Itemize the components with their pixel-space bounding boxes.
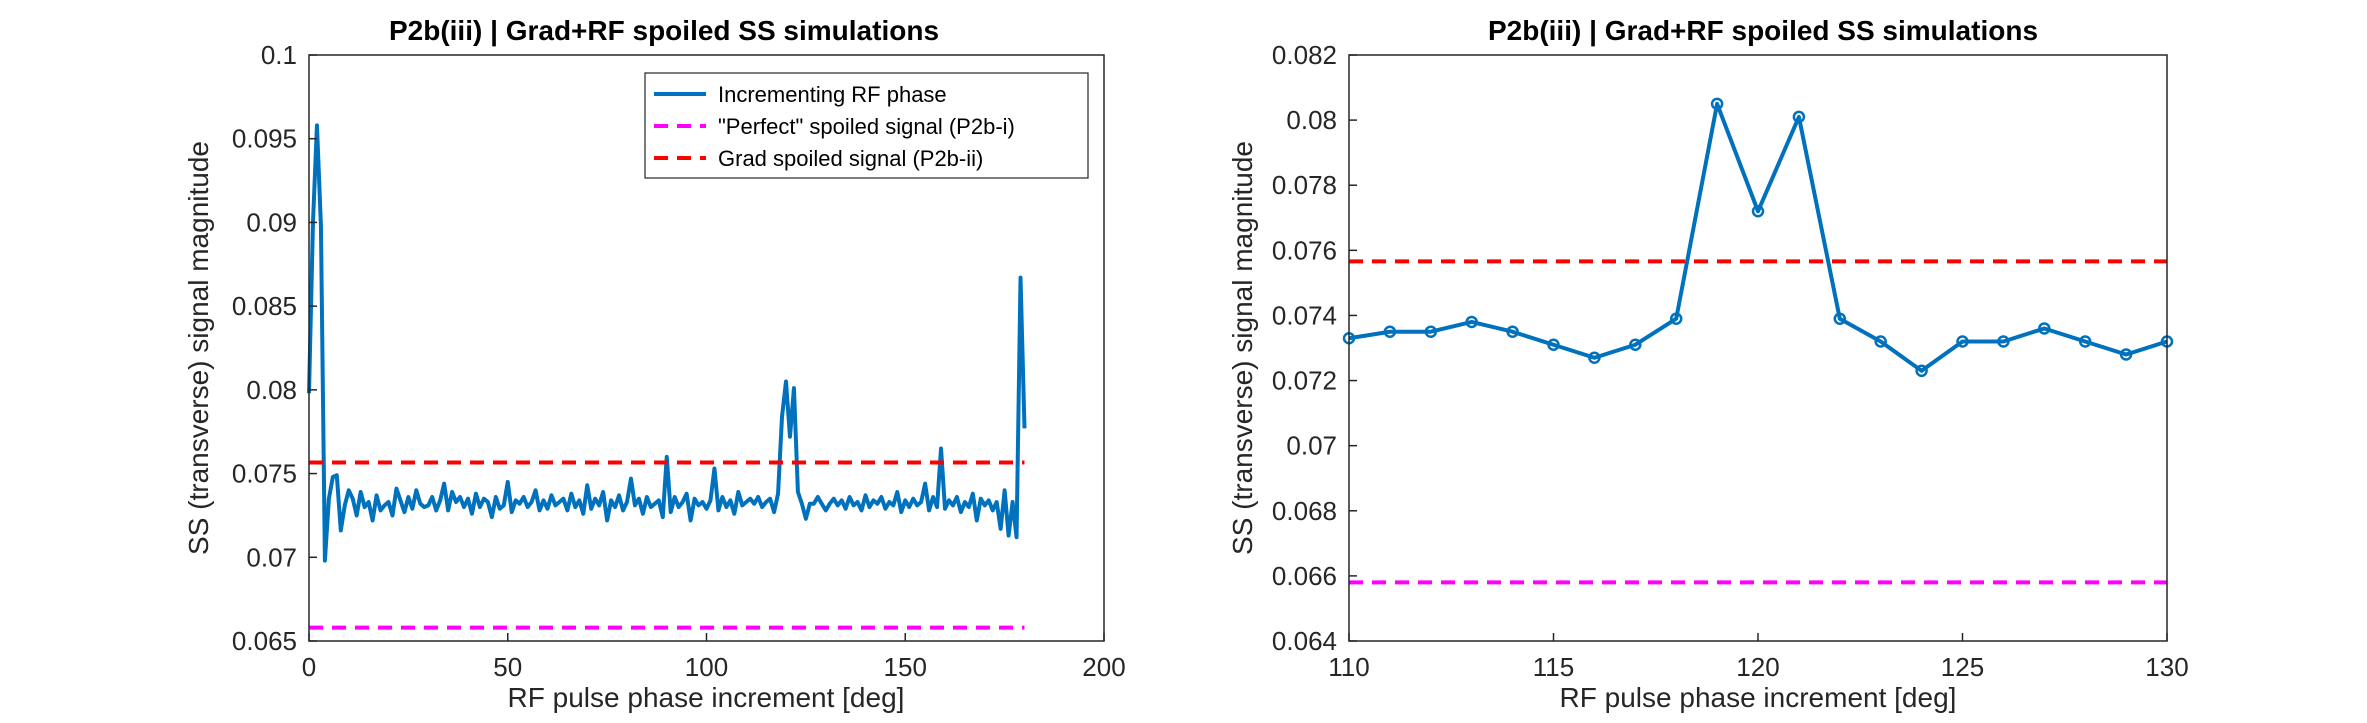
chart-left-x-ticks: 0 50 100 150 200	[302, 633, 1126, 682]
chart-left-y-ticks: 0.065 0.07 0.075 0.08 0.085 0.09 0.095 0.1	[232, 40, 317, 656]
chart-right-plot-area	[1342, 97, 2174, 585]
chart-left-title: P2b(iii) | Grad+RF spoiled SS simulation…	[389, 15, 939, 46]
chart-left-legend: Incrementing RF phase "Perfect" spoiled …	[644, 72, 1089, 179]
chart-left-series-line-rf-phase	[307, 123, 1027, 563]
chart-left-x-tick-label: 50	[493, 652, 522, 682]
chart-right-data-point	[1915, 364, 1928, 378]
chart-right-y-tick-label: 0.07	[1286, 431, 1337, 461]
chart-left-x-tick-label: 200	[1082, 652, 1125, 682]
chart-left-x-tick-label: 100	[685, 652, 728, 682]
chart-right-data-point	[1874, 335, 1887, 348]
chart-right-y-tick-label: 0.08	[1286, 105, 1337, 135]
chart-left-x-label: RF pulse phase increment [deg]	[508, 682, 905, 713]
chart-right-x-tick-label: 115	[1533, 652, 1574, 682]
chart-right-y-tick-label: 0.066	[1272, 561, 1337, 591]
legend-box	[644, 72, 1089, 179]
chart-right-data-point	[1547, 338, 1560, 351]
chart-right-data-point	[1506, 325, 1519, 338]
chart-right-data-point	[1465, 315, 1478, 329]
chart-right-data-point	[1424, 325, 1438, 338]
chart-right: P2b(iii) | Grad+RF spoiled SS simulation…	[1227, 15, 2189, 713]
chart-right-data-point	[1833, 312, 1847, 325]
chart-right-y-tick-label: 0.064	[1272, 626, 1337, 656]
chart-right-data-point	[2119, 348, 2133, 361]
chart-right-y-tick-label: 0.078	[1272, 170, 1337, 200]
chart-left-y-tick-label: 0.095	[232, 124, 297, 154]
chart-left-y-tick-label: 0.085	[232, 291, 297, 321]
chart-right-data-point	[1792, 110, 1806, 124]
chart-right-y-label: SS (transverse) signal magnitude	[1227, 141, 1258, 555]
chart-right-x-tick-label: 130	[2145, 652, 2188, 682]
chart-right-x-tick-label: 110	[1328, 652, 1369, 682]
legend-label-grad: Grad spoiled signal (P2b-ii)	[718, 146, 983, 171]
chart-right-y-tick-label: 0.074	[1272, 300, 1337, 330]
chart-left: P2b(iii) | Grad+RF spoiled SS simulation…	[183, 15, 1126, 713]
legend-label-perfect: "Perfect" spoiled signal (P2b-i)	[718, 114, 1015, 139]
chart-right-data-point	[1669, 312, 1683, 325]
chart-left-x-tick-label: 0	[302, 652, 316, 682]
chart-right-y-tick-label: 0.076	[1272, 235, 1337, 265]
chart-left-y-label: SS (transverse) signal magnitude	[183, 141, 214, 555]
chart-right-data-point	[2038, 322, 2051, 335]
chart-left-y-tick-label: 0.1	[261, 40, 297, 70]
chart-right-title: P2b(iii) | Grad+RF spoiled SS simulation…	[1488, 15, 2038, 46]
chart-right-data-point	[1997, 335, 2010, 348]
chart-left-y-tick-label: 0.08	[246, 375, 297, 405]
chart-right-series-line-rf-phase	[1348, 101, 2168, 373]
chart-left-y-tick-label: 0.09	[246, 207, 297, 237]
chart-left-y-tick-label: 0.065	[232, 626, 297, 656]
chart-right-data-point	[1383, 325, 1397, 338]
chart-right-x-tick-label: 120	[1736, 652, 1779, 682]
chart-left-y-tick-label: 0.075	[232, 459, 297, 489]
chart-right-data-point	[2078, 335, 2092, 348]
chart-right-data-point	[1956, 335, 1969, 348]
chart-right-y-tick-label: 0.068	[1272, 496, 1337, 526]
chart-right-data-point	[1588, 351, 1601, 365]
chart-right-y-ticks: 0.064 0.066 0.068 0.07 0.072 0.074 0.076 0.078 0…	[1272, 40, 1357, 656]
chart-right-data-point	[1629, 338, 1642, 351]
legend-label-rf: Incrementing RF phase	[718, 82, 947, 107]
chart-right-x-label: RF pulse phase increment [deg]	[1560, 682, 1957, 713]
chart-right-y-tick-label: 0.072	[1272, 366, 1337, 396]
chart-right-data-point	[1751, 205, 1765, 218]
chart-right-y-tick-label: 0.082	[1272, 40, 1337, 70]
chart-right-axes-box	[1348, 54, 2168, 642]
chart-right-x-ticks: 110 115 120 125 130	[1328, 633, 2189, 682]
chart-left-plot-area	[307, 123, 1027, 630]
chart-left-y-tick-label: 0.07	[246, 542, 297, 572]
chart-left-x-tick-label: 150	[884, 652, 927, 682]
chart-right-data-point	[1710, 97, 1724, 111]
chart-right-x-tick-label: 125	[1941, 652, 1984, 682]
